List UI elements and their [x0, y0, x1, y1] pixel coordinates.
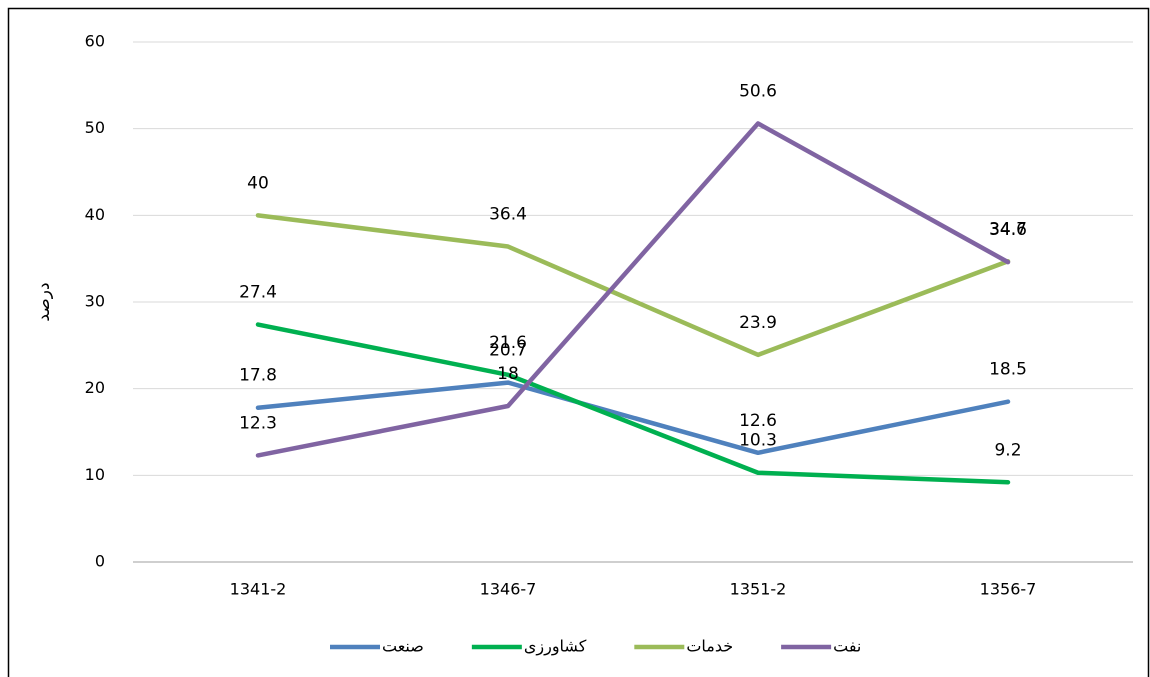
y-tick-label: 10 — [85, 465, 105, 484]
y-tick-label: 20 — [85, 378, 105, 397]
x-tick-label: 1356-7 — [980, 580, 1037, 599]
data-label: 10.3 — [739, 431, 777, 451]
y-tick-label: 30 — [85, 292, 105, 311]
data-label: 36.4 — [489, 205, 527, 225]
x-tick-label: 1351-2 — [730, 580, 787, 599]
x-tick-label: 1341-2 — [230, 580, 287, 599]
legend-label: نفت — [833, 637, 861, 656]
series-line — [255, 380, 1011, 456]
data-label: 12.3 — [239, 413, 277, 433]
data-label: 20.7 — [489, 341, 527, 361]
data-label: 18.5 — [989, 360, 1027, 380]
series-line — [255, 213, 1011, 358]
data-label: 23.9 — [739, 313, 777, 333]
data-label: 17.8 — [239, 366, 277, 386]
legend-label: کشاورزی — [524, 637, 587, 657]
data-label: 50.6 — [739, 81, 777, 101]
series-line — [255, 121, 1011, 458]
y-tick-label: 40 — [85, 205, 105, 224]
data-label: 34.6 — [989, 220, 1027, 240]
data-label: 18 — [497, 364, 519, 384]
y-tick-label: 0 — [95, 552, 105, 571]
data-label: 12.6 — [739, 411, 777, 431]
data-label: 34.7 — [989, 219, 1027, 239]
data-label: 21.6 — [489, 333, 527, 353]
data-label: 27.4 — [239, 283, 277, 303]
data-label: 40 — [247, 173, 269, 193]
data-label: 9.2 — [994, 440, 1021, 460]
x-tick-label: 1346-7 — [480, 580, 537, 599]
legend-label: خدمات — [686, 637, 733, 656]
legend-label: صنعت — [382, 637, 424, 656]
y-tick-label: 50 — [85, 118, 105, 137]
chart-border — [7, 7, 1150, 677]
y-tick-label: 60 — [85, 32, 105, 51]
y-axis-label: درصد — [34, 282, 54, 321]
series-line — [255, 322, 1011, 485]
